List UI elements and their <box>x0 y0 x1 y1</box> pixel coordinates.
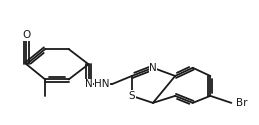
Text: S: S <box>128 91 135 101</box>
Text: HN: HN <box>94 79 110 89</box>
Text: Br: Br <box>236 98 248 108</box>
Text: N: N <box>149 63 157 73</box>
Text: O: O <box>22 30 31 40</box>
Text: N: N <box>85 79 92 89</box>
